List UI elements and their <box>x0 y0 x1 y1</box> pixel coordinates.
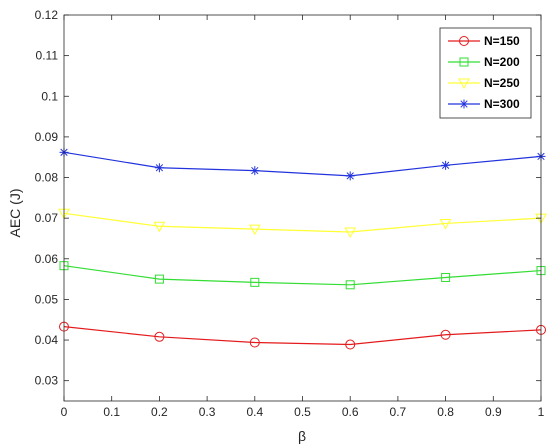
y-tick-label-7: 0.1 <box>41 89 58 103</box>
data-point-s2-1 <box>153 221 166 233</box>
data-point-s2-2 <box>248 224 261 236</box>
data-point-s0-3 <box>345 339 356 350</box>
data-point-s0-1 <box>154 331 165 342</box>
data-point-s1-4 <box>441 272 451 282</box>
legend-marker-0 <box>459 36 469 46</box>
y-tick-label-3: 0.06 <box>35 252 59 266</box>
series-line-0 <box>63 326 542 346</box>
legend-marker-2 <box>458 78 470 90</box>
series-line-3 <box>63 151 542 177</box>
legend-label-0: N=150 <box>484 34 520 48</box>
x-tick-label-10: 1 <box>538 405 545 419</box>
data-point-s3-1 <box>154 163 164 173</box>
x-tick-label-3: 0.3 <box>199 405 216 419</box>
y-tick-label-4: 0.07 <box>35 211 59 225</box>
data-point-s0-4 <box>440 329 451 340</box>
legend-label-2: N=250 <box>484 76 520 90</box>
x-tick-label-5: 0.5 <box>294 405 311 419</box>
data-point-s3-3 <box>345 171 355 181</box>
legend-marker-3 <box>459 99 469 109</box>
legend-box <box>439 27 532 119</box>
series-line-1 <box>63 265 542 286</box>
data-point-s2-4 <box>439 218 452 230</box>
y-tick-label-9: 0.12 <box>35 8 59 22</box>
x-tick-label-8: 0.8 <box>437 405 454 419</box>
y-tick-label-5: 0.08 <box>35 171 59 185</box>
legend-label-1: N=200 <box>484 55 520 69</box>
y-axis-label: AEC (J) <box>7 189 23 238</box>
x-tick-label-1: 0.1 <box>103 405 120 419</box>
x-tick-label-6: 0.6 <box>342 405 359 419</box>
plot-marks <box>58 147 547 350</box>
series-line-2 <box>63 212 542 233</box>
data-point-s0-2 <box>249 337 260 348</box>
y-tick-label-1: 0.04 <box>35 333 59 347</box>
legend: N=150 N=200 N=250 N=300 <box>439 27 532 119</box>
data-point-s1-2 <box>250 277 260 287</box>
data-point-s2-3 <box>344 227 357 239</box>
y-tick-label-0: 0.03 <box>35 374 59 388</box>
y-tick-label-2: 0.05 <box>35 292 59 306</box>
data-point-s1-3 <box>345 280 355 290</box>
x-axis-label: β <box>298 428 306 444</box>
data-point-s1-1 <box>154 274 164 284</box>
x-tick-label-0: 0 <box>61 405 68 419</box>
x-tick-label-2: 0.2 <box>151 405 168 419</box>
x-tick-label-4: 0.4 <box>246 405 263 419</box>
axes: 0 0.1 0.2 0.3 0.4 0.5 0.6 0.7 0.8 0.9 1 0.03 0.04 0.0… <box>35 8 545 419</box>
x-tick-label-9: 0.9 <box>485 405 502 419</box>
legend-marker-1 <box>459 57 469 67</box>
y-tick-label-6: 0.09 <box>35 130 59 144</box>
data-point-s3-4 <box>441 160 451 170</box>
y-tick-label-8: 0.11 <box>36 49 59 63</box>
x-tick-label-7: 0.7 <box>390 405 407 419</box>
legend-label-3: N=300 <box>484 97 520 111</box>
data-point-s3-2 <box>250 166 260 176</box>
